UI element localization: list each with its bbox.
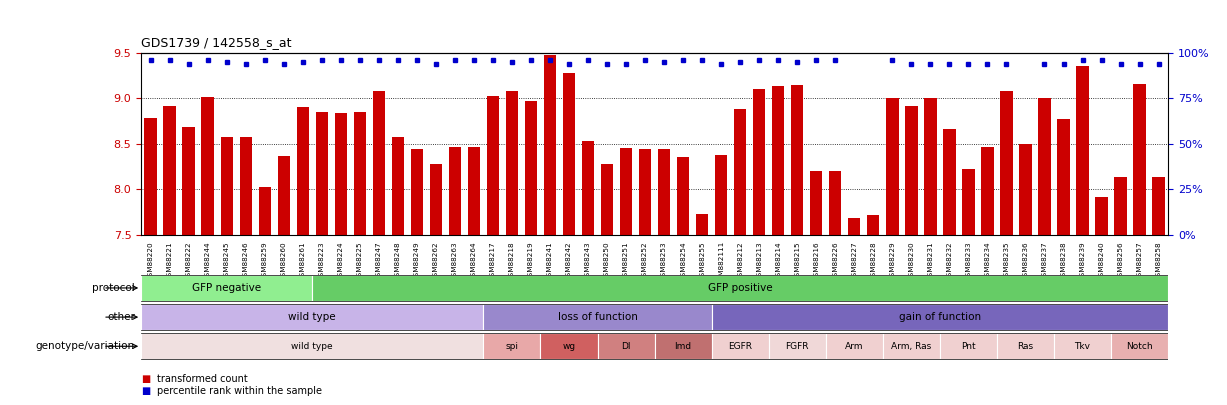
Bar xyxy=(1076,66,1088,235)
Bar xyxy=(677,158,690,235)
Text: Tkv: Tkv xyxy=(1075,342,1091,351)
Bar xyxy=(924,98,936,235)
Bar xyxy=(544,55,556,235)
Text: Arm, Ras: Arm, Ras xyxy=(891,342,931,351)
Text: genotype/variation: genotype/variation xyxy=(36,341,135,351)
Bar xyxy=(712,333,768,359)
Bar xyxy=(712,304,1168,330)
Bar xyxy=(483,304,712,330)
Text: wild type: wild type xyxy=(288,312,336,322)
Bar xyxy=(183,127,195,235)
Text: Ras: Ras xyxy=(1017,342,1033,351)
Bar xyxy=(353,112,366,235)
Bar xyxy=(944,129,956,235)
Bar xyxy=(810,171,822,235)
Text: wild type: wild type xyxy=(292,342,333,351)
Text: spi: spi xyxy=(506,342,519,351)
Text: other: other xyxy=(107,312,135,322)
Bar xyxy=(525,101,537,235)
Bar xyxy=(882,333,940,359)
Bar xyxy=(996,333,1054,359)
Bar xyxy=(768,333,826,359)
Text: percentile rank within the sample: percentile rank within the sample xyxy=(157,386,321,396)
Bar xyxy=(829,171,842,235)
Bar xyxy=(315,112,328,235)
Bar xyxy=(335,113,347,235)
Text: Notch: Notch xyxy=(1126,342,1153,351)
Bar xyxy=(259,187,271,235)
Bar xyxy=(1054,333,1110,359)
Bar xyxy=(467,147,480,235)
Bar xyxy=(540,333,598,359)
Bar xyxy=(982,147,994,235)
Bar xyxy=(962,169,974,235)
Bar xyxy=(940,333,996,359)
Bar xyxy=(449,147,461,235)
Bar xyxy=(658,149,670,235)
Bar xyxy=(582,141,594,235)
Bar xyxy=(391,137,404,235)
Bar xyxy=(1114,177,1126,235)
Bar xyxy=(563,73,575,235)
Bar xyxy=(753,89,766,235)
Bar xyxy=(141,333,483,359)
Text: Dl: Dl xyxy=(621,342,631,351)
Text: gain of function: gain of function xyxy=(899,312,980,322)
Text: transformed count: transformed count xyxy=(157,374,248,384)
Text: ■: ■ xyxy=(141,374,151,384)
Bar xyxy=(277,156,290,235)
Bar xyxy=(601,164,614,235)
Bar xyxy=(886,98,898,235)
Bar xyxy=(696,214,708,235)
Bar xyxy=(1000,91,1012,235)
Bar xyxy=(1152,177,1164,235)
Text: loss of function: loss of function xyxy=(557,312,638,322)
Text: GDS1739 / 142558_s_at: GDS1739 / 142558_s_at xyxy=(141,36,292,49)
Bar xyxy=(906,105,918,235)
Bar xyxy=(297,107,309,235)
Bar xyxy=(848,219,860,235)
Text: Arm: Arm xyxy=(845,342,864,351)
Bar xyxy=(655,333,712,359)
Bar xyxy=(1058,119,1070,235)
Bar xyxy=(487,96,499,235)
Text: GFP negative: GFP negative xyxy=(193,283,261,293)
Bar xyxy=(826,333,882,359)
Text: FGFR: FGFR xyxy=(785,342,809,351)
Bar xyxy=(772,86,784,235)
Bar xyxy=(715,155,728,235)
Bar xyxy=(1134,83,1146,235)
Bar xyxy=(791,85,804,235)
Bar xyxy=(1112,333,1168,359)
Text: Imd: Imd xyxy=(675,342,692,351)
Bar xyxy=(1096,196,1108,235)
Bar xyxy=(598,333,654,359)
Bar xyxy=(373,91,385,235)
Bar xyxy=(163,105,175,235)
Bar xyxy=(141,275,312,301)
Bar xyxy=(429,164,442,235)
Bar xyxy=(1020,144,1032,235)
Bar xyxy=(483,333,540,359)
Bar xyxy=(201,97,213,235)
Bar xyxy=(1038,98,1050,235)
Bar xyxy=(145,118,157,235)
Text: Pnt: Pnt xyxy=(961,342,975,351)
Text: ■: ■ xyxy=(141,386,151,396)
Text: GFP positive: GFP positive xyxy=(708,283,773,293)
Bar xyxy=(734,109,746,235)
Bar xyxy=(620,148,632,235)
Bar xyxy=(639,149,652,235)
Bar xyxy=(506,91,518,235)
Bar xyxy=(867,215,880,235)
Bar xyxy=(313,275,1168,301)
Bar xyxy=(141,304,483,330)
Text: protocol: protocol xyxy=(92,283,135,293)
Bar xyxy=(239,137,252,235)
Text: wg: wg xyxy=(562,342,575,351)
Text: EGFR: EGFR xyxy=(728,342,752,351)
Bar xyxy=(221,137,233,235)
Bar xyxy=(411,149,423,235)
